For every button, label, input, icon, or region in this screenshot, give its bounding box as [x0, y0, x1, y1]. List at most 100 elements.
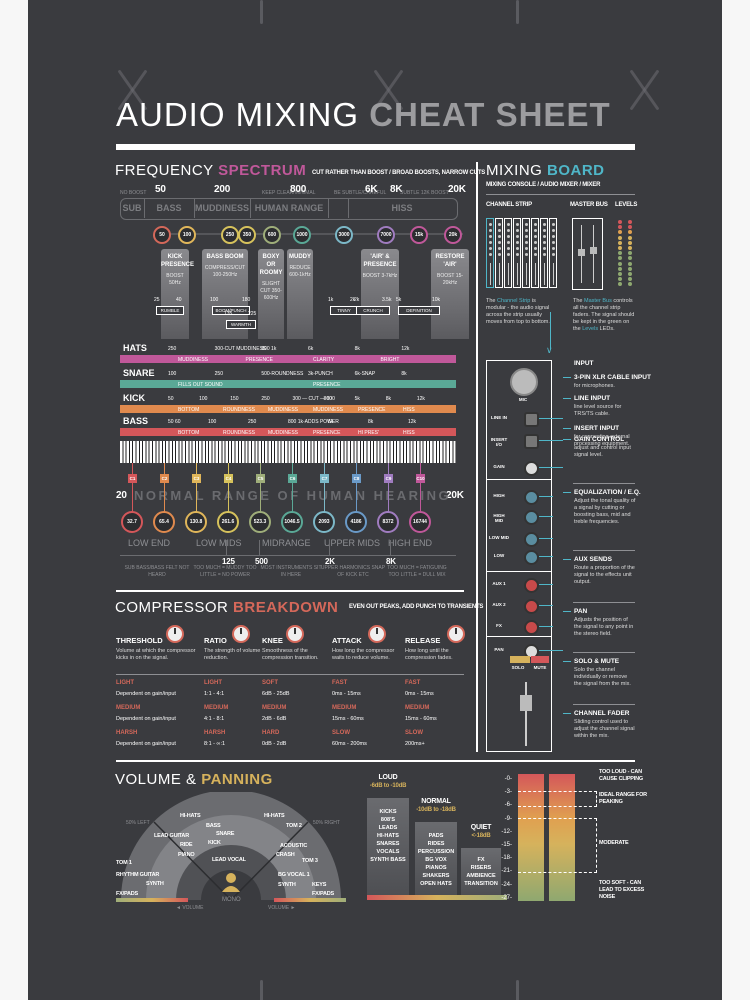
- compressor-level-value: 60ms - 200ms: [332, 741, 367, 747]
- led-icon: [618, 272, 622, 276]
- zone-name: LOW MIDS: [196, 538, 242, 548]
- frequency-circle[interactable]: 600: [263, 226, 281, 244]
- band-marker: 250: [248, 419, 257, 425]
- frequency-circle[interactable]: 7000: [377, 226, 395, 244]
- frequency-circle[interactable]: 50: [153, 226, 171, 244]
- strip-knob-icon[interactable]: [524, 532, 539, 547]
- pan-item-right: BG VOCAL 1: [278, 872, 310, 878]
- solo-label: SOLO: [511, 665, 525, 670]
- hz-circle[interactable]: 523.3: [249, 511, 271, 533]
- frequency-circle[interactable]: 1000: [293, 226, 311, 244]
- mini-strip: [495, 218, 503, 288]
- section-heading: CHANNEL FADER: [574, 710, 630, 717]
- mute-button[interactable]: [531, 656, 549, 663]
- knob-icon[interactable]: [368, 625, 386, 643]
- mini-knob: [498, 253, 501, 256]
- instrument-label: HATS: [123, 343, 147, 353]
- hz-circle[interactable]: 65.4: [153, 511, 175, 533]
- led-icon: [628, 220, 632, 224]
- knob-icon[interactable]: [166, 625, 184, 643]
- mini-knob: [552, 229, 555, 232]
- pan-item-right: KEYS: [312, 882, 327, 888]
- note-tag: C4: [224, 474, 233, 483]
- channel-fader[interactable]: [520, 695, 532, 711]
- compressor-level-value: Dependent on gain/input: [116, 716, 176, 722]
- zone-tick: [226, 540, 227, 556]
- strip-label: AUX 1: [492, 581, 506, 586]
- hz-circle[interactable]: 16744: [409, 511, 431, 533]
- frequency-circle[interactable]: 250: [221, 226, 239, 244]
- connector-line: [563, 559, 571, 560]
- mini-knob: [498, 223, 501, 226]
- mini-strip: [531, 218, 539, 288]
- note-tag: C10: [416, 474, 425, 483]
- strip-knob-icon[interactable]: [524, 490, 539, 505]
- mini-knob: [516, 223, 519, 226]
- level-bar: PADS RIDES PERCUSSION BG VOX PIANOS SHAKERS OP…: [415, 822, 457, 895]
- level-name: QUIET: [470, 824, 492, 831]
- strip-knob-icon[interactable]: [524, 550, 539, 565]
- note-line: [132, 463, 133, 513]
- hz-circle[interactable]: 261.6: [217, 511, 239, 533]
- frequency-circle[interactable]: 15k: [410, 226, 428, 244]
- mini-knob: [507, 229, 510, 232]
- zone-name: HIGH END: [388, 538, 433, 548]
- pan-item-right: FX/PADS: [312, 891, 335, 897]
- level-item: SHAKERS: [422, 873, 450, 879]
- hz-circle[interactable]: 130.8: [185, 511, 207, 533]
- hz-circle[interactable]: 32.7: [121, 511, 143, 533]
- panning-arc: [121, 792, 341, 901]
- strip-label: LINE IN: [490, 415, 507, 420]
- strip-knob-icon[interactable]: [524, 599, 539, 614]
- xlr-input-icon[interactable]: [510, 368, 538, 396]
- hz-circle[interactable]: 4186: [345, 511, 367, 533]
- frequency-circle[interactable]: 100: [178, 226, 196, 244]
- strip-knob-icon[interactable]: [524, 510, 539, 525]
- mini-fader: [553, 263, 554, 285]
- mute-label: MUTE: [533, 665, 547, 670]
- band-zone: MUDDINESS: [178, 357, 209, 363]
- band-zone: MUDDINESS: [268, 407, 299, 413]
- frequency-circle[interactable]: 3000: [335, 226, 353, 244]
- frequency-circle[interactable]: 20k: [444, 226, 462, 244]
- hearing-label: NORMAL RANGE OF HUMAN HEARING: [134, 488, 452, 503]
- mini-strip: [504, 218, 512, 288]
- band-zone: HI PRES': [358, 430, 379, 436]
- knob-icon[interactable]: [286, 625, 304, 643]
- band-zone: BRIGHT: [380, 357, 400, 363]
- levels-header: LEVELS: [615, 202, 638, 208]
- compressor-divider: [116, 674, 464, 675]
- knob-icon[interactable]: [232, 625, 250, 643]
- solo-button[interactable]: [510, 656, 530, 663]
- strip-knob-icon[interactable]: [524, 620, 539, 635]
- frequency-card: 'AIR' & PRESENCE BOOST 3-7kHz: [361, 249, 399, 339]
- band-zone: PRESENCE: [358, 407, 386, 413]
- mini-knob: [498, 235, 501, 238]
- watermark-mark: [260, 980, 263, 1000]
- mini-knob: [516, 241, 519, 244]
- strip-knob-icon[interactable]: [524, 412, 539, 427]
- band-zone: ROUNDNESS: [223, 430, 255, 436]
- knob-icon[interactable]: [447, 625, 465, 643]
- hz-circle[interactable]: 8372: [377, 511, 399, 533]
- hearing-max: 20K: [446, 490, 464, 501]
- section-desc: for microphones.: [574, 383, 615, 389]
- led-icon: [618, 220, 622, 224]
- hz-circle[interactable]: 1046.5: [281, 511, 303, 533]
- mini-knob: [543, 241, 546, 244]
- strip-knob-icon[interactable]: [524, 461, 539, 476]
- strip-label: FX: [496, 623, 502, 628]
- level-item: TRANSITION: [464, 881, 498, 887]
- hz-circle[interactable]: 2093: [313, 511, 335, 533]
- strip-knob-icon[interactable]: [524, 434, 539, 449]
- pan-item-right: TOM 3: [302, 858, 318, 864]
- level-item: LEADS: [378, 825, 398, 831]
- bracket-to: 225: [248, 311, 257, 317]
- frequency-circle[interactable]: 350: [238, 226, 256, 244]
- compressor-level-label: MEDIUM: [116, 705, 141, 711]
- strip-knob-icon[interactable]: [524, 578, 539, 593]
- compressor-param-desc: How long until the compression fades.: [405, 648, 453, 661]
- band-marker: 800 1k: [261, 346, 277, 352]
- mini-fader: [499, 263, 500, 285]
- compressor-tagline: EVEN OUT PEAKS, ADD PUNCH TO TRANSIENTS: [349, 604, 484, 610]
